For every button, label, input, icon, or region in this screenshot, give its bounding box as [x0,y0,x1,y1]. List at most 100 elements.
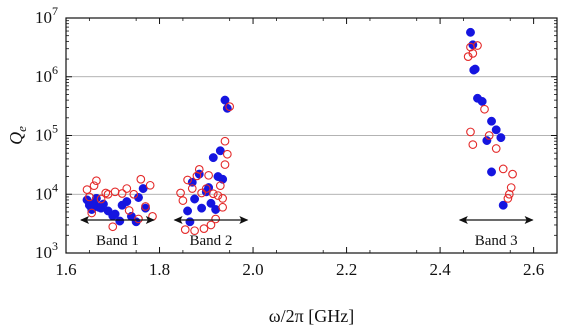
data-point-filled [197,203,207,213]
data-point-filled [470,64,480,74]
band-label: Band 2 [190,233,233,249]
y-tick-label-exponent: 5 [52,122,58,136]
data-point-filled [206,198,216,208]
data-point-open [145,180,155,190]
data-point-filled [482,136,492,146]
data-point-open [187,184,197,193]
data-point-open [199,224,209,233]
data-point-open [204,170,213,180]
y-axis-label-main: Q [6,132,26,145]
x-tick-label: 1.8 [149,260,170,279]
data-point-open [122,184,132,193]
y-tick-label-base: 10 [35,8,52,27]
y-axis-label-sub: e [14,126,29,132]
scatter-points [82,27,517,236]
data-point-open [92,176,101,186]
data-point-filled [110,209,120,219]
data-point-open [141,202,150,211]
band-arrow-head-left [80,216,90,224]
data-point-open [197,188,206,198]
data-point-filled [491,125,501,135]
band-arrow-head-left [458,216,468,224]
y-axis-label: Qe [6,126,29,145]
y-tick-label-base: 10 [35,243,52,262]
data-point-open [176,188,185,198]
y-tick-label: 105 [35,122,58,145]
data-point-filled [220,95,230,105]
data-point-filled [487,116,496,126]
data-point-open [180,225,190,234]
data-point-filled [187,177,197,187]
data-point-open [503,194,513,203]
data-point-open [498,164,508,174]
data-point-filled [477,96,487,106]
data-point-filled [222,103,232,113]
data-point-open [468,140,478,149]
band-label: Band 3 [475,233,518,249]
data-point-open [124,206,134,215]
data-point-open [136,174,146,184]
data-point-open [506,183,516,192]
y-tick-label-base: 10 [35,126,52,145]
data-point-filled [183,206,193,216]
data-point-filled [466,27,475,37]
data-point-open [480,104,489,114]
band-arrow-head-right [239,216,249,224]
data-point-filled [215,146,225,156]
data-point-open [215,181,225,191]
band-annotations: Band 1 Band 2 Band 3 [80,216,534,249]
data-point-open [468,49,478,58]
data-point-open [218,194,228,203]
data-point-open [129,189,139,199]
x-tick-label: 2.2 [336,260,357,279]
y-tick-label-exponent: 3 [52,239,58,253]
y-tick-label-exponent: 7 [52,4,58,18]
data-point-open [201,184,211,193]
data-point-open [82,185,92,194]
band-arrow-head-right [145,216,155,224]
data-point-filled [487,167,496,177]
y-tick-label: 104 [35,180,58,203]
x-tick-label: 2.0 [242,260,263,279]
x-tick-label: 2.4 [429,260,451,279]
data-point-open [208,189,218,199]
data-point-open [87,208,97,218]
data-point-open [225,102,235,111]
band-arrow-head-right [524,216,534,224]
y-tick-label: 103 [35,239,58,262]
band-label: Band 1 [96,233,139,249]
y-tick-label: 106 [35,63,58,86]
data-point-open [508,169,517,179]
y-tick-label-base: 10 [35,184,52,203]
data-point-open [183,175,192,185]
data-point-open [134,214,143,224]
grid-lines [66,76,557,195]
data-point-open [108,222,118,232]
data-point-filled [208,153,218,163]
data-point-filled [115,216,125,226]
data-point-open [194,165,204,174]
data-point-open [96,194,106,204]
data-point-filled [185,217,195,227]
data-point-filled [496,133,506,143]
data-point-open [220,160,230,169]
data-point-open [473,41,482,50]
y-tick-label-exponent: 4 [52,180,58,194]
data-point-open [85,192,94,202]
data-point-filled [498,200,508,210]
data-point-open [89,181,99,191]
data-point-open [206,220,216,230]
data-point-open [220,136,230,146]
data-point-open [178,196,188,205]
data-point-filled [98,199,108,209]
data-point-open [466,127,475,137]
data-point-open [213,191,223,200]
data-point-open [491,144,501,153]
data-point-open [218,202,228,212]
x-tick-label: 2.6 [523,260,544,279]
y-tick-label-exponent: 6 [52,63,58,77]
data-point-filled [122,197,132,207]
x-axis-label: ω/2π [GHz] [269,306,354,326]
